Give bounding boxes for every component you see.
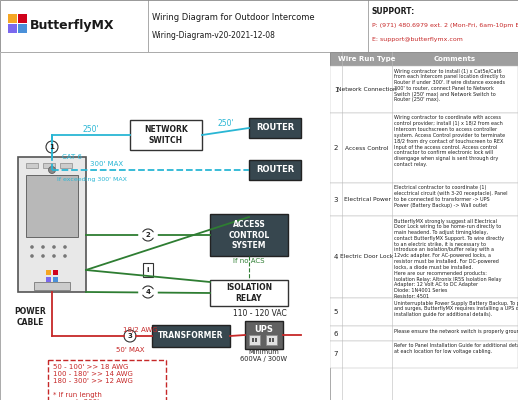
Circle shape bbox=[41, 254, 45, 258]
Text: POWER
CABLE: POWER CABLE bbox=[14, 307, 46, 327]
Bar bbox=[53, 270, 58, 275]
Text: Access Control: Access Control bbox=[346, 146, 388, 150]
Bar bbox=[330, 216, 518, 298]
Text: 4: 4 bbox=[146, 289, 151, 295]
Text: 4: 4 bbox=[334, 254, 338, 260]
Bar bbox=[152, 325, 230, 347]
Bar bbox=[330, 341, 518, 368]
Bar bbox=[330, 66, 518, 113]
Text: 7: 7 bbox=[334, 352, 338, 358]
Text: 2: 2 bbox=[146, 232, 150, 238]
Circle shape bbox=[46, 141, 58, 153]
Text: Wire Run Type: Wire Run Type bbox=[338, 56, 396, 62]
Text: Network Connection: Network Connection bbox=[337, 87, 397, 92]
Text: 3: 3 bbox=[334, 196, 338, 202]
Text: If exceeding 300' MAX: If exceeding 300' MAX bbox=[57, 178, 127, 182]
Text: 50 - 100' >> 18 AWG
100 - 180' >> 14 AWG
180 - 300' >> 12 AWG

* If run length
e: 50 - 100' >> 18 AWG 100 - 180' >> 14 AWG… bbox=[53, 364, 133, 400]
Circle shape bbox=[30, 254, 34, 258]
Bar bbox=[8, 24, 17, 33]
Text: Refer to Panel Installation Guide for additional details. Leave 6' service loop
: Refer to Panel Installation Guide for ad… bbox=[394, 344, 518, 354]
Text: ROUTER: ROUTER bbox=[256, 124, 294, 132]
Bar bbox=[255, 338, 257, 342]
Text: Electrical contractor to coordinate (1)
elecctrical circuit (with 3-20 receptacl: Electrical contractor to coordinate (1) … bbox=[394, 186, 508, 208]
Bar bbox=[249, 335, 260, 345]
Text: UPS: UPS bbox=[254, 326, 274, 334]
Bar bbox=[48, 360, 166, 400]
Text: Wiring-Diagram-v20-2021-12-08: Wiring-Diagram-v20-2021-12-08 bbox=[152, 32, 276, 40]
Bar bbox=[252, 338, 254, 342]
Text: 250': 250' bbox=[217, 118, 234, 128]
Text: 3: 3 bbox=[127, 333, 133, 339]
Bar bbox=[272, 338, 274, 342]
Bar bbox=[330, 298, 518, 326]
Text: ROUTER: ROUTER bbox=[256, 166, 294, 174]
Text: ButterflyMX: ButterflyMX bbox=[30, 20, 114, 32]
Bar bbox=[330, 326, 518, 341]
Bar bbox=[8, 14, 17, 23]
Text: Electrical Power: Electrical Power bbox=[343, 197, 391, 202]
Text: 300' MAX: 300' MAX bbox=[91, 161, 124, 167]
Bar bbox=[249, 160, 301, 180]
Bar bbox=[26, 175, 78, 237]
Text: Minimum
600VA / 300W: Minimum 600VA / 300W bbox=[240, 348, 287, 362]
Text: ButterflyMX strongly suggest all Electrical
Door Lock wiring to be home-run dire: ButterflyMX strongly suggest all Electri… bbox=[394, 218, 504, 299]
Text: If no ACS: If no ACS bbox=[233, 258, 265, 264]
Text: 2: 2 bbox=[334, 145, 338, 151]
Bar bbox=[269, 338, 271, 342]
Text: TRANSFORMER: TRANSFORMER bbox=[159, 332, 224, 340]
Bar bbox=[34, 282, 70, 290]
Text: NETWORK
SWITCH: NETWORK SWITCH bbox=[144, 125, 188, 145]
Text: 1: 1 bbox=[50, 144, 54, 150]
Bar bbox=[53, 277, 58, 282]
Circle shape bbox=[52, 245, 56, 249]
Circle shape bbox=[142, 229, 154, 241]
Text: Please ensure the network switch is properly grounded.: Please ensure the network switch is prop… bbox=[394, 328, 518, 334]
Bar bbox=[330, 113, 518, 183]
Bar bbox=[210, 280, 288, 306]
Bar bbox=[46, 277, 51, 282]
Text: Uninterruptable Power Supply Battery Backup. To prevent voltage drops
and surges: Uninterruptable Power Supply Battery Bac… bbox=[394, 300, 518, 317]
Text: Comments: Comments bbox=[434, 56, 476, 62]
Text: 110 - 120 VAC: 110 - 120 VAC bbox=[233, 308, 287, 318]
Text: Electric Door Lock: Electric Door Lock bbox=[340, 254, 394, 260]
Text: SUPPORT:: SUPPORT: bbox=[372, 8, 415, 16]
Text: 1: 1 bbox=[334, 86, 338, 92]
Text: 250': 250' bbox=[83, 124, 99, 134]
Text: 5: 5 bbox=[334, 309, 338, 315]
Bar bbox=[26, 163, 38, 168]
Text: Wiring contractor to install (1) x Cat5e/Cat6
from each Intercom panel location : Wiring contractor to install (1) x Cat5e… bbox=[394, 68, 505, 102]
Bar bbox=[18, 157, 86, 292]
Circle shape bbox=[142, 286, 154, 298]
Text: 18/2 AWG: 18/2 AWG bbox=[123, 327, 157, 333]
Bar bbox=[43, 163, 55, 168]
Text: Wiring contractor to coordinate with access
control provider; install (1) x 18/2: Wiring contractor to coordinate with acc… bbox=[394, 116, 505, 167]
Bar bbox=[330, 52, 518, 66]
Text: E: support@butterflymx.com: E: support@butterflymx.com bbox=[372, 38, 463, 42]
Text: ISOLATION
RELAY: ISOLATION RELAY bbox=[226, 283, 272, 303]
Text: CAT 6: CAT 6 bbox=[62, 154, 82, 160]
Text: 6: 6 bbox=[334, 330, 338, 336]
Circle shape bbox=[30, 245, 34, 249]
Bar bbox=[245, 321, 283, 349]
Bar bbox=[130, 120, 202, 150]
Bar bbox=[210, 214, 288, 256]
Bar bbox=[330, 183, 518, 216]
Bar bbox=[143, 263, 153, 277]
Text: i: i bbox=[147, 267, 149, 273]
Text: ACCESS
CONTROL
SYSTEM: ACCESS CONTROL SYSTEM bbox=[228, 220, 270, 250]
Bar bbox=[60, 163, 72, 168]
Circle shape bbox=[124, 330, 136, 342]
Bar bbox=[18, 14, 27, 23]
Bar bbox=[18, 24, 27, 33]
Bar bbox=[46, 270, 51, 275]
Circle shape bbox=[63, 245, 67, 249]
Circle shape bbox=[63, 254, 67, 258]
Bar bbox=[266, 335, 277, 345]
Bar bbox=[249, 118, 301, 138]
Text: Wiring Diagram for Outdoor Intercome: Wiring Diagram for Outdoor Intercome bbox=[152, 14, 314, 22]
Circle shape bbox=[41, 245, 45, 249]
Circle shape bbox=[52, 254, 56, 258]
Text: 50' MAX: 50' MAX bbox=[116, 347, 144, 353]
Text: P: (971) 480.6979 ext. 2 (Mon-Fri, 6am-10pm EST): P: (971) 480.6979 ext. 2 (Mon-Fri, 6am-1… bbox=[372, 24, 518, 28]
Circle shape bbox=[49, 166, 55, 174]
